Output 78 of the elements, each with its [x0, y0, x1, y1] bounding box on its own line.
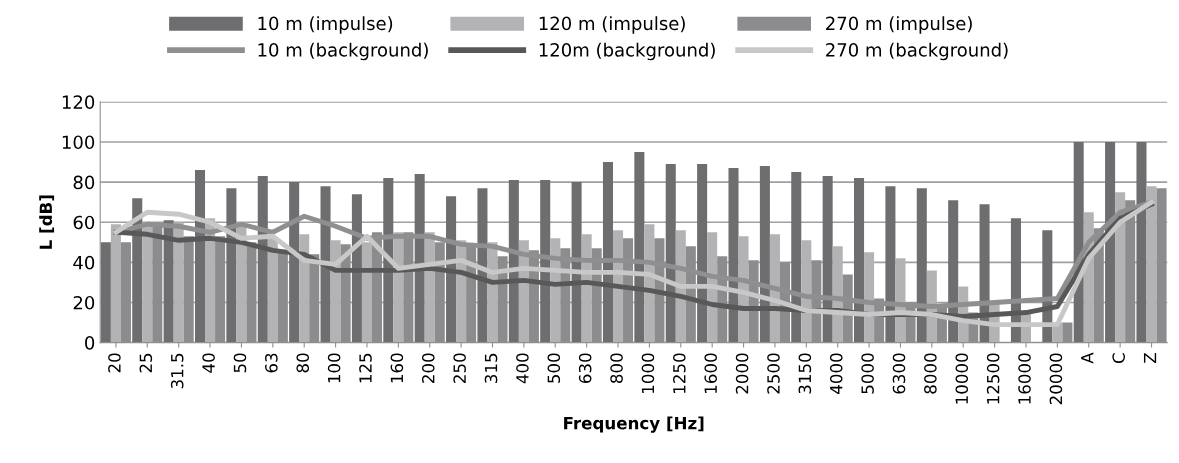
- x-tick-label: 8000: [924, 353, 937, 394]
- x-tick-label: 800: [610, 353, 623, 384]
- bar: [289, 182, 300, 343]
- x-tick-label: 5000: [861, 353, 874, 394]
- y-tick-label: 120: [62, 95, 95, 109]
- x-tick-label: C: [1112, 353, 1125, 364]
- bar: [1136, 141, 1147, 343]
- x-tick-label: 40: [202, 353, 215, 373]
- x-tick-label: 50: [233, 353, 247, 373]
- bar: [110, 224, 121, 343]
- bar: [1146, 186, 1157, 343]
- x-tick-label: 200: [421, 353, 435, 383]
- x-tick-label: 20: [108, 353, 121, 373]
- x-tick-label: 630: [578, 353, 592, 383]
- bar: [257, 176, 268, 343]
- bar: [194, 170, 206, 343]
- x-tick-label: 4000: [829, 353, 843, 394]
- bar: [697, 164, 708, 343]
- legend-label: 270 m (background): [826, 42, 1008, 61]
- y-tick-label: 60: [73, 215, 95, 230]
- x-tick-label: 1600: [704, 353, 717, 393]
- x-tick-label: 125: [359, 353, 372, 383]
- bar: [916, 188, 927, 343]
- bar: [163, 220, 174, 343]
- x-tick-label: 1250: [673, 353, 686, 393]
- x-tick-label: 2000: [735, 353, 749, 394]
- x-axis-title: Frequency [Hz]: [564, 416, 704, 433]
- bar: [885, 186, 896, 343]
- legend-label: 120m (background): [539, 42, 715, 61]
- y-tick-label: 0: [85, 336, 95, 350]
- bar: [1105, 141, 1116, 343]
- bar: [791, 172, 802, 343]
- x-tick-label: 16000: [1018, 353, 1031, 404]
- x-tick-label: 160: [390, 353, 404, 383]
- bar: [665, 164, 676, 343]
- x-tick-label: 315: [484, 353, 498, 383]
- bar: [822, 176, 833, 343]
- legend-label: 120 m (impulse): [539, 16, 685, 34]
- bar: [142, 222, 153, 343]
- bar: [414, 174, 425, 343]
- x-tick-label: A: [1081, 352, 1094, 364]
- bar: [226, 188, 237, 343]
- y-tick-label: 40: [73, 255, 95, 270]
- x-tick-label: 2500: [767, 353, 780, 394]
- x-tick-label: 80: [296, 353, 310, 373]
- x-tick-label: 20000: [1049, 353, 1063, 405]
- x-tick-label: 250: [453, 353, 466, 383]
- x-tick-label: 3150: [798, 353, 812, 394]
- y-tick-label: 20: [73, 295, 95, 310]
- bar: [299, 234, 310, 343]
- legend-label: 270 m (impulse): [826, 16, 972, 34]
- bar: [320, 186, 331, 343]
- x-tick-label: 12500: [986, 353, 1000, 404]
- x-tick-label: 400: [516, 353, 529, 384]
- x-tick-label: 6300: [892, 353, 906, 394]
- y-axis-title: L [dB]: [39, 195, 55, 249]
- bar: [759, 166, 770, 343]
- x-tick-label: 1000: [641, 353, 655, 393]
- x-tick-label: 63: [265, 353, 278, 373]
- bar: [634, 152, 645, 343]
- y-tick-label: 80: [73, 175, 95, 190]
- x-tick-label: 500: [547, 353, 561, 383]
- bar: [948, 200, 959, 343]
- bar: [854, 178, 865, 343]
- y-tick-label: 100: [62, 135, 95, 150]
- bar: [100, 242, 111, 343]
- x-tick-label: 25: [139, 353, 153, 373]
- bar: [173, 222, 184, 343]
- x-tick-label: 31.5: [170, 353, 184, 389]
- x-tick-label: 10000: [955, 353, 969, 404]
- legend-label: 10 m (background): [258, 42, 428, 61]
- bar: [267, 238, 278, 343]
- x-tick-label: 100: [327, 353, 341, 383]
- bar: [361, 242, 372, 343]
- legend-label: 10 m (impulse): [258, 16, 393, 34]
- bar: [602, 162, 613, 343]
- x-tick-label: Z: [1143, 353, 1157, 364]
- bar: [571, 182, 582, 343]
